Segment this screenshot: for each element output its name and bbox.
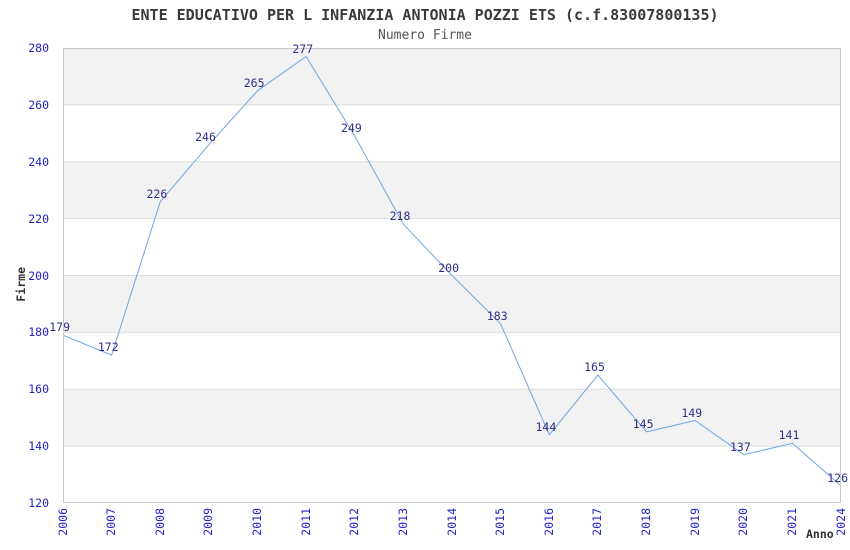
x-tick-label: 2021 <box>784 508 799 536</box>
plot-band <box>63 275 841 333</box>
x-tick-label: 2013 <box>395 508 410 536</box>
plot-band <box>63 48 841 105</box>
data-point-label: 218 <box>389 209 411 224</box>
x-tick-label: 2017 <box>590 508 605 536</box>
x-tick-label: 2007 <box>104 508 119 536</box>
y-tick-label: 220 <box>28 211 49 226</box>
data-point-label: 246 <box>195 129 216 144</box>
y-tick-label: 280 <box>28 41 49 55</box>
data-point-label: 183 <box>486 308 508 323</box>
data-point-label: 144 <box>535 419 557 434</box>
y-tick-label: 120 <box>28 496 49 510</box>
chart-title: ENTE EDUCATIVO PER L INFANZIA ANTONIA PO… <box>131 6 719 24</box>
x-tick-label: 2006 <box>55 508 70 536</box>
data-point-label: 265 <box>243 75 265 90</box>
x-tick-label: 2008 <box>152 508 167 536</box>
x-tick-label: 2018 <box>639 508 653 536</box>
data-point-label: 165 <box>584 360 605 375</box>
x-tick-label: 2020 <box>736 508 751 536</box>
x-tick-label: 2024 <box>833 508 848 536</box>
y-tick-label: 160 <box>28 382 49 397</box>
x-tick-label: 2016 <box>541 508 556 536</box>
data-point-label: 226 <box>146 186 168 201</box>
data-point-label: 149 <box>681 405 703 420</box>
y-tick-label: 260 <box>28 97 49 112</box>
plot-border <box>63 48 841 503</box>
data-point-label: 179 <box>49 320 70 335</box>
plot-band <box>63 161 841 219</box>
x-tick-label: 2014 <box>444 508 459 536</box>
data-point-label: 172 <box>97 340 119 355</box>
line-chart <box>63 48 841 503</box>
plot-area: 179 172 226 246 265 277 249 218 200 183 144 165 145 1… <box>49 42 848 503</box>
data-line <box>63 56 841 487</box>
y-tick-label: 240 <box>28 154 49 169</box>
x-tick-label: 2019 <box>687 508 702 536</box>
data-point-label: 249 <box>340 121 362 136</box>
x-tick-label: 2012 <box>347 508 362 536</box>
data-point-label: 277 <box>292 41 314 56</box>
x-tick-label: 2009 <box>201 508 216 536</box>
data-point-label: 126 <box>827 470 848 485</box>
y-tick-label: 180 <box>28 325 49 340</box>
data-point-label: 137 <box>729 439 751 454</box>
x-tick-label: 2010 <box>250 508 264 536</box>
x-axis-title: Anno <box>806 527 834 541</box>
data-point-label: 200 <box>438 260 459 275</box>
y-tick-label: 200 <box>28 268 49 283</box>
x-tick-label: 2011 <box>298 508 313 536</box>
data-point-label: 141 <box>778 428 800 443</box>
data-point-label: 145 <box>632 416 654 431</box>
y-tick-label: 140 <box>28 439 49 454</box>
x-tick-label: 2015 <box>493 508 508 536</box>
chart-subtitle: Numero Firme <box>378 28 472 43</box>
plot-band <box>63 389 841 447</box>
